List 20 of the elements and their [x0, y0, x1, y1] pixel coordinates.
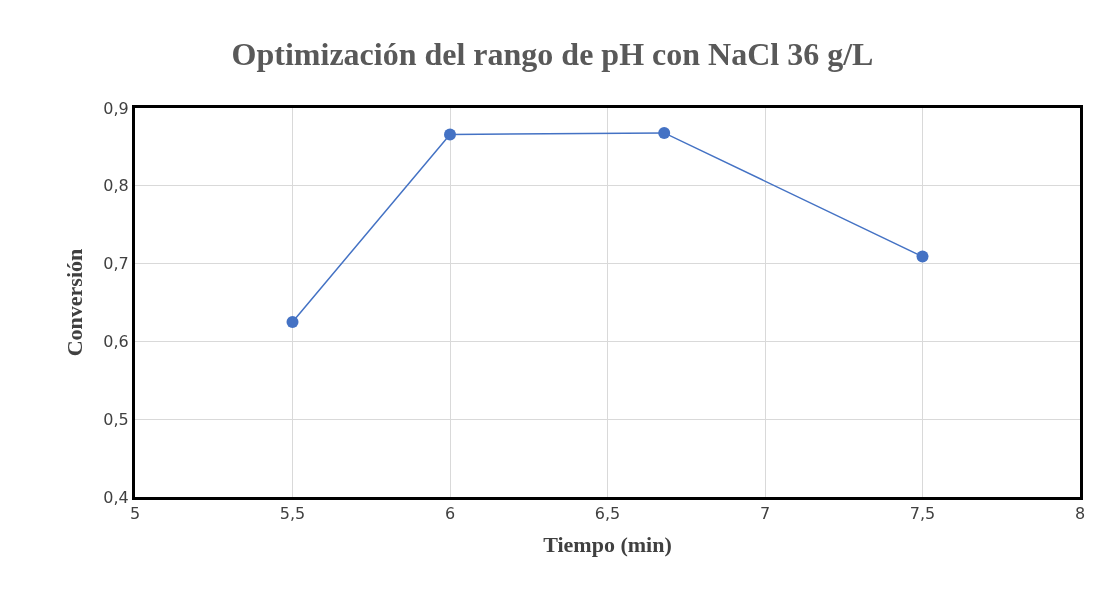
y-tick-label: 0,5: [103, 409, 129, 429]
y-tick-label: 0,9: [103, 98, 129, 118]
point: [916, 250, 929, 263]
point: [286, 315, 299, 328]
x-tick-label: 6,5: [594, 504, 621, 524]
x-tick-label: 7,5: [909, 504, 936, 524]
y-axis-title: Conversión: [62, 248, 88, 357]
point: [444, 128, 456, 141]
chart-title: Optimización del rango de pH con NaCl 36 g/L: [231, 35, 874, 72]
x-tick-label: 6: [444, 504, 456, 524]
x-tick-label: 5,5: [279, 504, 306, 524]
x-axis-title: Tiempo (min): [543, 532, 672, 558]
y-tick-label: 0,4: [103, 487, 129, 507]
y-tick-label: 0,7: [103, 254, 129, 274]
x-tick-label: 7: [759, 504, 771, 524]
y-tick-label: 0,6: [103, 332, 129, 351]
x-tick-label: 8: [1074, 504, 1086, 524]
y-tick-label: 0,8: [103, 176, 129, 196]
point: [658, 126, 671, 139]
x-tick-label: 5: [129, 504, 141, 524]
